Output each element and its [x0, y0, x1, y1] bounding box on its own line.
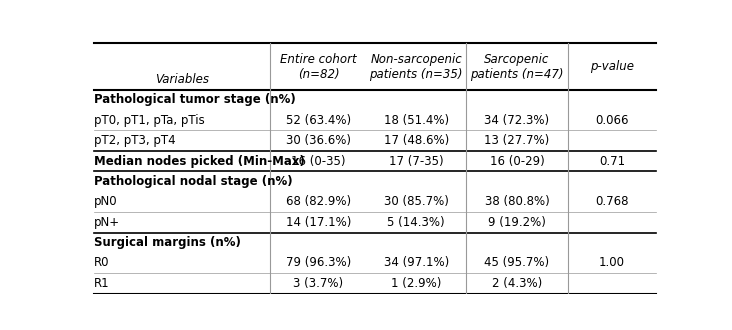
- Text: Sarcopenic
patients (n=47): Sarcopenic patients (n=47): [470, 52, 564, 81]
- Text: 14 (17.1%): 14 (17.1%): [285, 216, 351, 229]
- Text: 0.768: 0.768: [595, 195, 629, 208]
- Text: 5 (14.3%): 5 (14.3%): [387, 216, 445, 229]
- Text: 0.71: 0.71: [599, 155, 625, 168]
- Text: R0: R0: [94, 256, 110, 269]
- Text: Entire cohort
(n=82): Entire cohort (n=82): [280, 52, 356, 81]
- Text: 1.00: 1.00: [599, 256, 625, 269]
- Text: Variables: Variables: [155, 73, 209, 86]
- Text: Surgical margins (n%): Surgical margins (n%): [94, 236, 242, 249]
- Text: 30 (85.7%): 30 (85.7%): [384, 195, 449, 208]
- Text: Pathological tumor stage (n%): Pathological tumor stage (n%): [94, 93, 296, 106]
- Text: 17 (48.6%): 17 (48.6%): [384, 134, 449, 147]
- Text: 16 (0-29): 16 (0-29): [490, 155, 545, 168]
- Text: Median nodes picked (Min-Max): Median nodes picked (Min-Max): [94, 155, 305, 168]
- Text: 9 (19.2%): 9 (19.2%): [488, 216, 546, 229]
- Text: 1 (2.9%): 1 (2.9%): [391, 277, 441, 290]
- Text: pT0, pT1, pTa, pTis: pT0, pT1, pTa, pTis: [94, 114, 205, 127]
- Text: 13 (27.7%): 13 (27.7%): [485, 134, 550, 147]
- Text: 3 (3.7%): 3 (3.7%): [294, 277, 343, 290]
- Text: 79 (96.3%): 79 (96.3%): [285, 256, 351, 269]
- Text: 16 (0-35): 16 (0-35): [291, 155, 346, 168]
- Text: 52 (63.4%): 52 (63.4%): [286, 114, 351, 127]
- Text: Non-sarcopenic
patients (n=35): Non-sarcopenic patients (n=35): [370, 52, 463, 81]
- Text: R1: R1: [94, 277, 110, 290]
- Text: 45 (95.7%): 45 (95.7%): [485, 256, 550, 269]
- Text: 38 (80.8%): 38 (80.8%): [485, 195, 549, 208]
- Text: Pathological nodal stage (n%): Pathological nodal stage (n%): [94, 175, 293, 188]
- Text: p-value: p-value: [590, 60, 634, 73]
- Text: 18 (51.4%): 18 (51.4%): [384, 114, 449, 127]
- Text: 2 (4.3%): 2 (4.3%): [492, 277, 542, 290]
- Text: 34 (97.1%): 34 (97.1%): [384, 256, 449, 269]
- Text: 68 (82.9%): 68 (82.9%): [286, 195, 351, 208]
- Text: 17 (7-35): 17 (7-35): [389, 155, 444, 168]
- Text: 0.066: 0.066: [595, 114, 629, 127]
- Text: pN0: pN0: [94, 195, 118, 208]
- Text: pT2, pT3, pT4: pT2, pT3, pT4: [94, 134, 176, 147]
- Text: 34 (72.3%): 34 (72.3%): [485, 114, 550, 127]
- Text: 30 (36.6%): 30 (36.6%): [286, 134, 351, 147]
- Text: pN+: pN+: [94, 216, 121, 229]
